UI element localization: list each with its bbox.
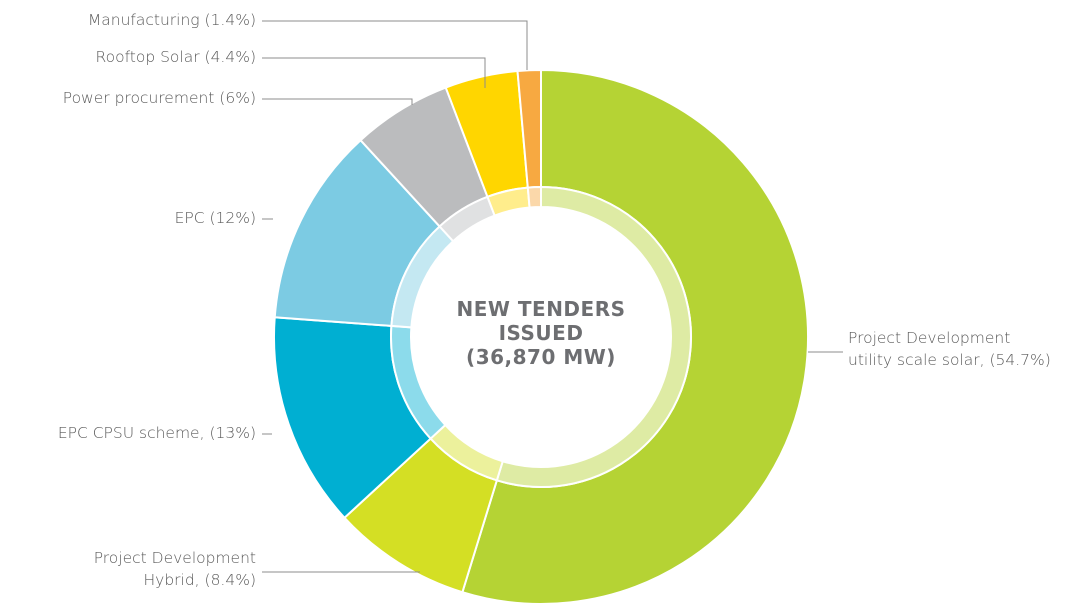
leader-line	[262, 57, 486, 88]
segment-label: Manufacturing (1.4%)	[88, 11, 256, 29]
segment-label-line: Project Development	[848, 329, 1010, 347]
center-title-line: ISSUED	[499, 321, 584, 345]
segment-label-line: Hybrid, (8.4%)	[143, 571, 256, 589]
segment-label: Project Development Hybrid, (8.4%)	[94, 549, 256, 589]
center-title-line: (36,870 MW)	[466, 345, 616, 369]
center-title-line: NEW TENDERS	[456, 297, 625, 321]
donut	[273, 68, 809, 605]
center-title: NEW TENDERS ISSUED (36,870 MW)	[456, 297, 625, 369]
leader-line	[262, 98, 413, 105]
labels: Project Development utility scale solar, …	[58, 11, 1051, 589]
segment-label: Rooftop Solar (4.4%)	[96, 48, 256, 66]
segment-label: Power procurement (6%)	[63, 89, 256, 107]
segment-label: Project Development utility scale solar, …	[848, 329, 1051, 369]
segment-label-line: EPC (12%)	[175, 209, 256, 227]
segment-label-line: Rooftop Solar (4.4%)	[96, 48, 256, 66]
inner-ring-segment	[526, 185, 542, 209]
segment-label-line: Project Development	[94, 549, 256, 567]
segment-label-line: utility scale solar, (54.7%)	[848, 351, 1051, 369]
segment-label-line: EPC CPSU scheme, (13%)	[58, 424, 256, 442]
segment-label: EPC (12%)	[175, 209, 256, 227]
segment-label-line: Manufacturing (1.4%)	[88, 11, 256, 29]
segment-label-line: Power procurement (6%)	[63, 89, 256, 107]
segment-label: EPC CPSU scheme, (13%)	[58, 424, 256, 442]
leader-line	[262, 20, 528, 70]
